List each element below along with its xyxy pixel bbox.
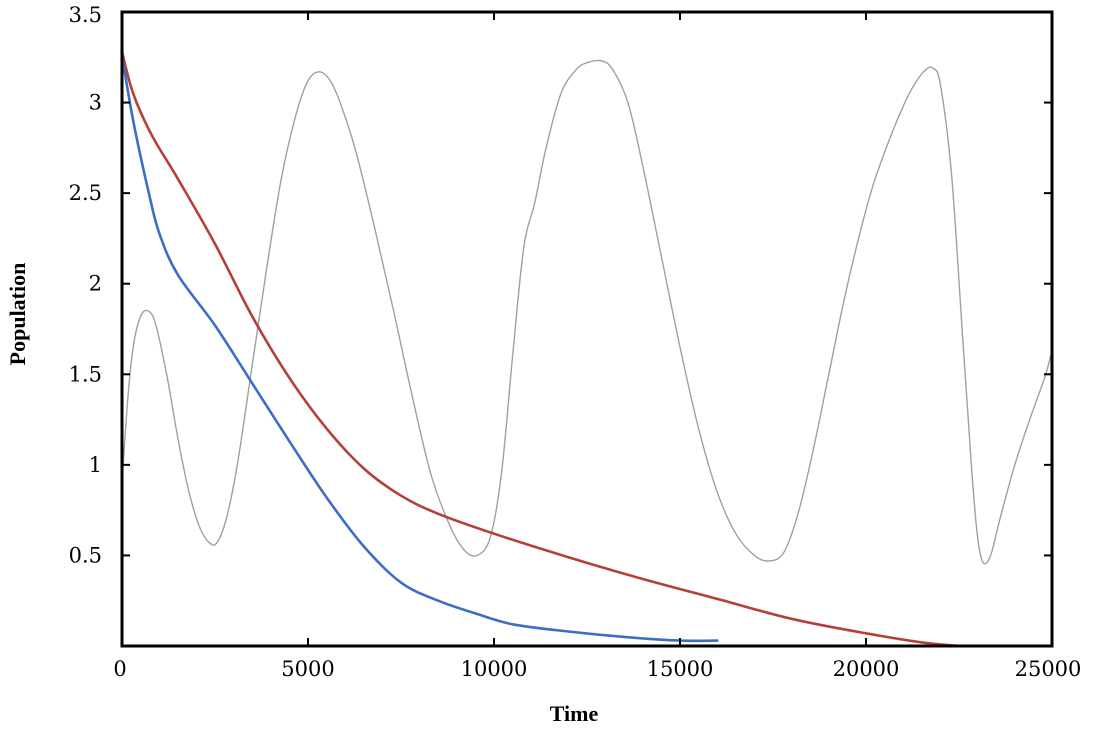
tick-layer: 0 5000 10000 15000 20000 25000 0.5 1 1.5 2 2.5 3 3.5 [69, 3, 1082, 681]
series-line-2 [120, 50, 961, 648]
y-tick-label: 3.5 [69, 3, 102, 27]
x-tick-label: 20000 [833, 657, 900, 681]
x-tick-label: 15000 [647, 657, 714, 681]
x-tick-label: 0 [113, 657, 126, 681]
x-tick-label: 5000 [281, 657, 334, 681]
series-layer [120, 50, 1053, 648]
series-line-3 [120, 54, 719, 643]
y-tick-label: 2 [89, 272, 102, 296]
plot-frame [120, 10, 1054, 648]
series-line-1 [121, 59, 1053, 565]
x-tick-label: 25000 [1015, 657, 1082, 681]
x-tick-label: 10000 [461, 657, 528, 681]
y-tick-label: 1.5 [69, 362, 102, 386]
y-tick-label: 1 [89, 453, 102, 477]
y-tick-label: 0.5 [69, 543, 102, 567]
y-tick-label: 3 [89, 91, 102, 115]
y-axis-label: Population [5, 263, 30, 366]
y-tick-label: 2.5 [69, 181, 102, 205]
x-axis-label: Time [550, 701, 599, 726]
